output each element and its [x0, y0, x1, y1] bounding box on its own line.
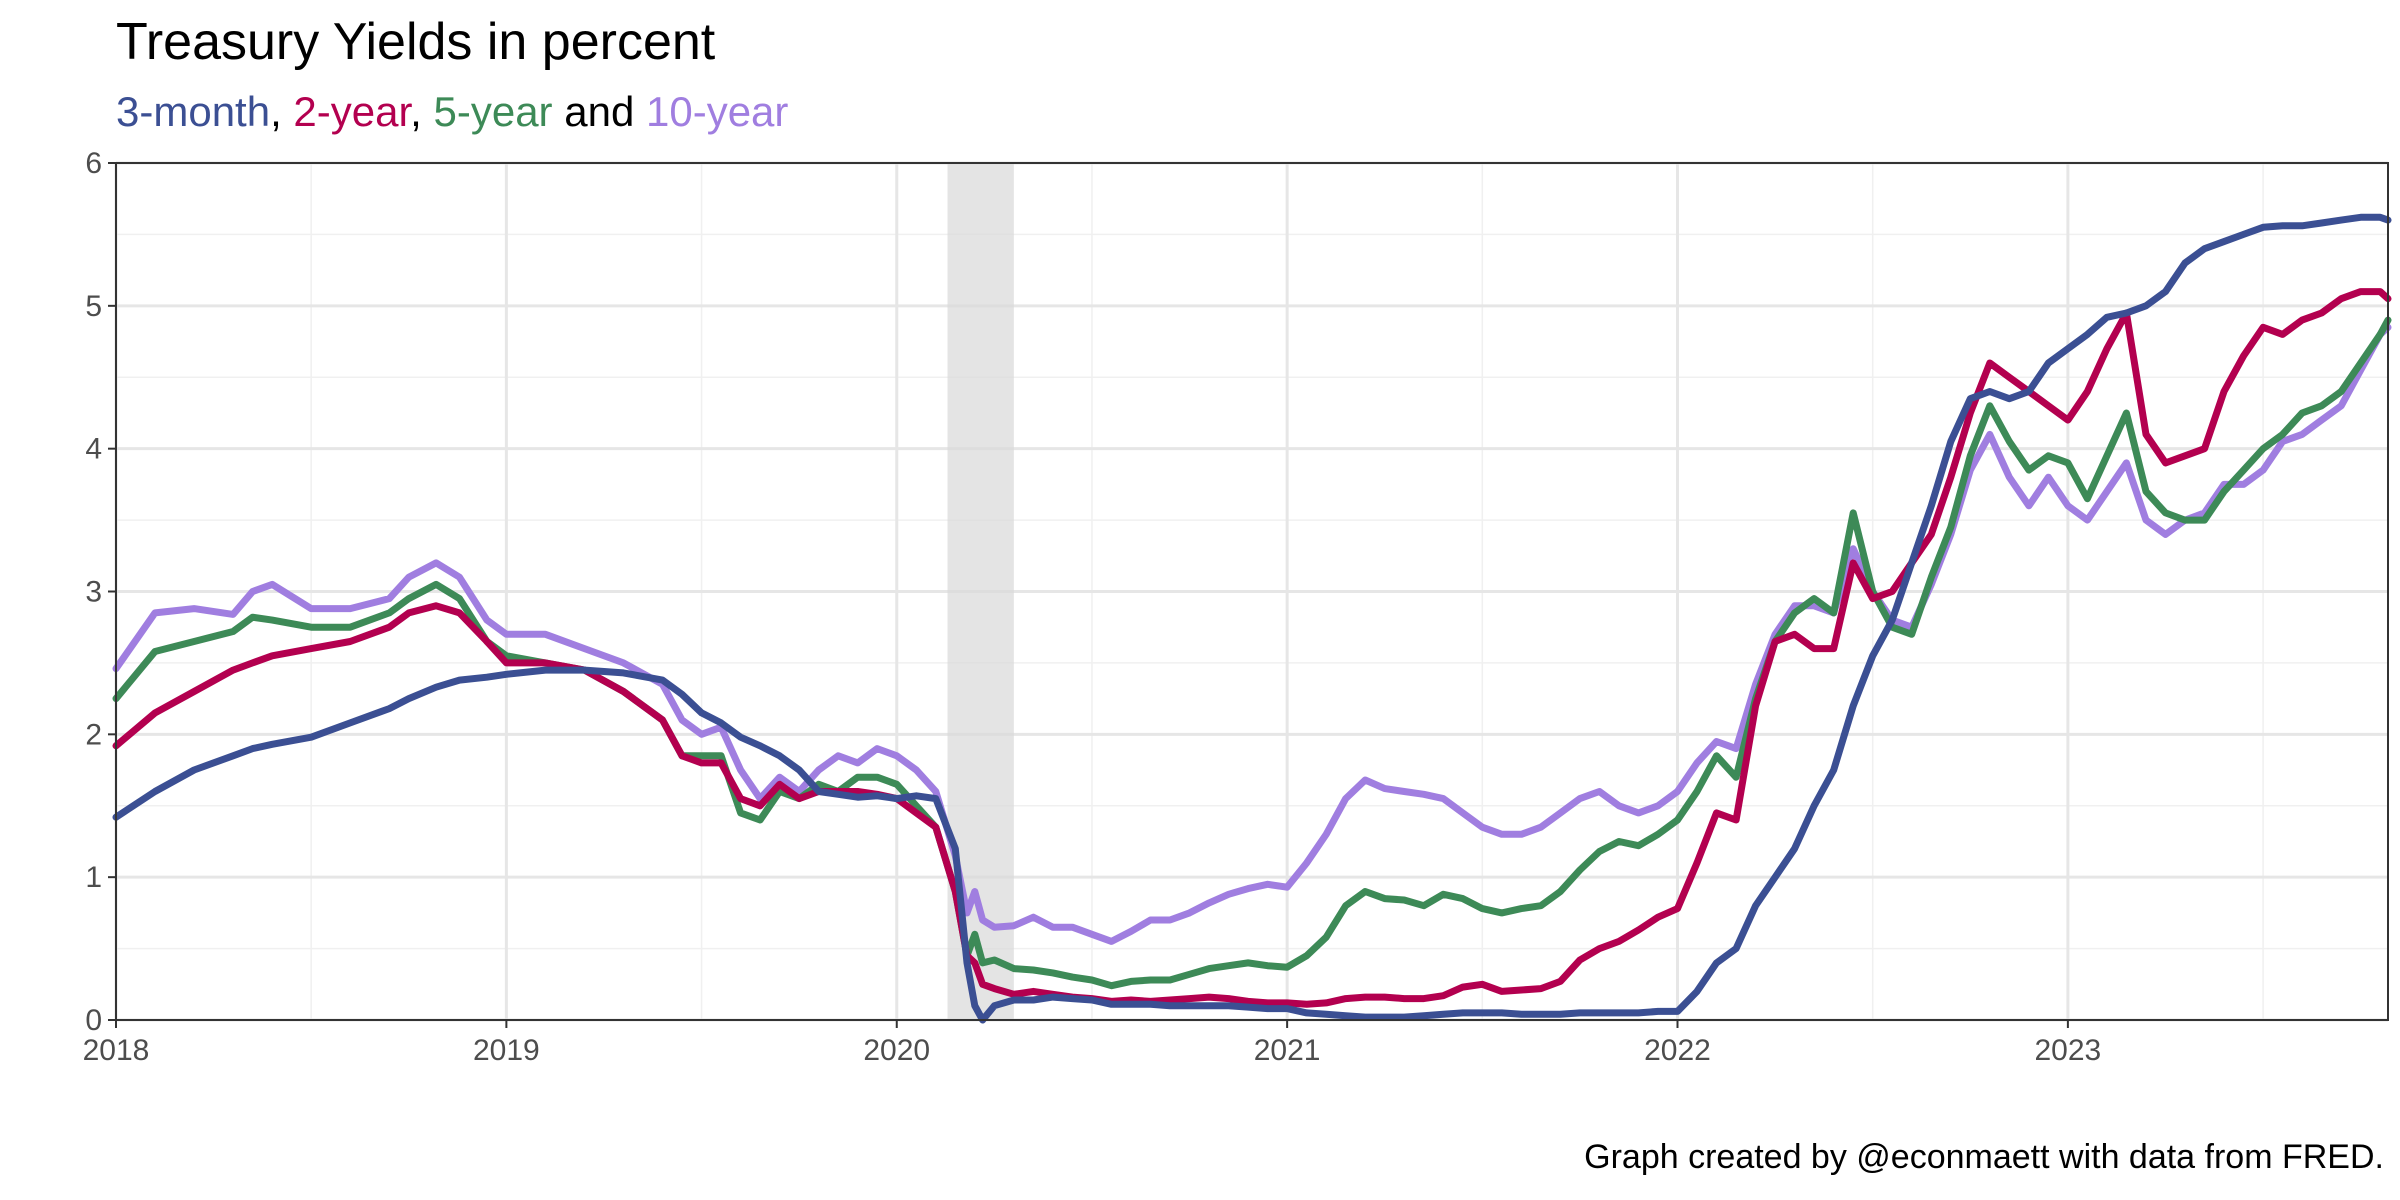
series-layer: [112, 213, 2392, 1024]
x-tick-label: 2019: [473, 1034, 540, 1067]
x-tick-label: 2021: [1254, 1034, 1321, 1067]
subtitle-part: 2-year: [293, 88, 411, 135]
axes-layer: 0 1 2 3 4 5 6 2018 2019 2020 2021 2022 2023: [83, 147, 2389, 1067]
subtitle-part: 10-year: [645, 88, 789, 135]
x-tick-label: 2023: [2035, 1034, 2102, 1067]
y-tick-label: 5: [85, 290, 102, 323]
y-tick-label: 2: [85, 718, 102, 751]
y-tick-label: 4: [85, 433, 102, 466]
chart-subtitle: 3-month, 2-year, 5-year and 10-year: [116, 88, 788, 136]
subtitle-part: ,: [410, 88, 434, 135]
subtitle-part: 5-year: [433, 88, 553, 135]
series-line-3-month: [112, 213, 2392, 1024]
grid-lines: [114, 161, 2388, 1022]
subtitle-part: and: [552, 88, 646, 135]
x-tick-label: 2022: [1644, 1034, 1711, 1067]
y-tick-label: 6: [85, 147, 102, 180]
subtitle-part: ,: [270, 88, 294, 135]
x-tick-label: 2018: [83, 1034, 150, 1067]
series-line-10-year: [112, 323, 2392, 945]
y-tick-label: 1: [85, 861, 102, 894]
x-tick-label: 2020: [863, 1034, 930, 1067]
chart-caption: Graph created by @econmaett with data fr…: [1584, 1138, 2384, 1176]
y-tick-label: 3: [85, 576, 102, 609]
chart-title: Treasury Yields in percent: [116, 13, 716, 71]
series-line-2-year: [112, 288, 2392, 1008]
y-tick-label: 0: [85, 1004, 102, 1037]
subtitle-part: 3-month: [116, 88, 271, 135]
